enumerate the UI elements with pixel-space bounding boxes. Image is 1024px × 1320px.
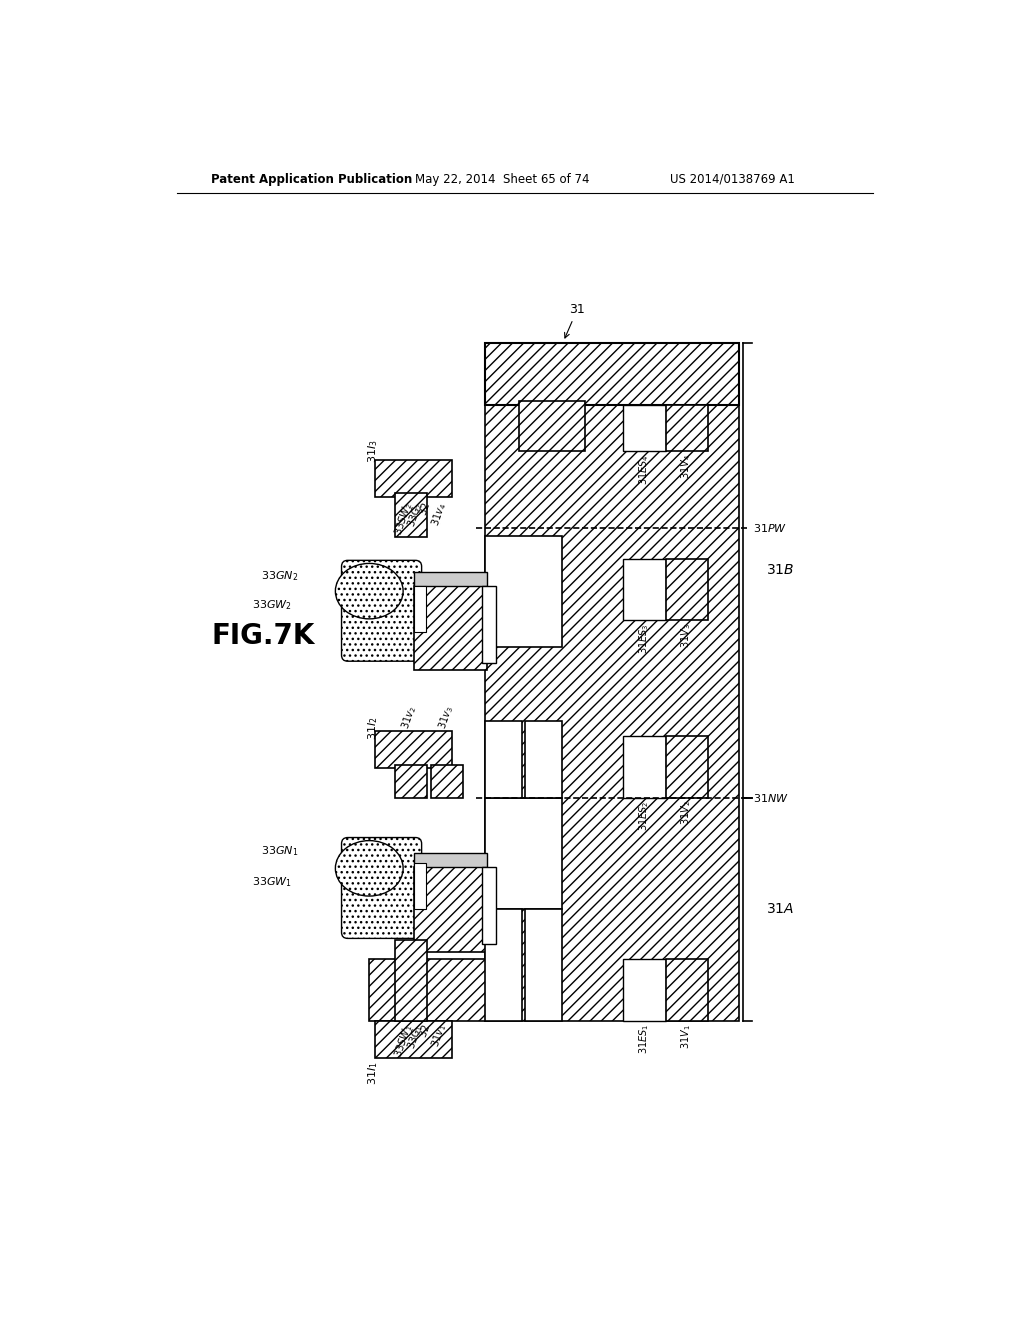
Bar <box>624 737 666 797</box>
Text: $31ES_2$: $31ES_2$ <box>637 800 651 830</box>
Text: $31v_3$: $31v_3$ <box>435 705 456 731</box>
Bar <box>624 405 666 451</box>
Text: $31B$: $31B$ <box>766 564 795 577</box>
Bar <box>376 731 453 768</box>
Bar <box>414 863 426 909</box>
Bar <box>394 492 427 537</box>
Bar <box>431 766 463 797</box>
Text: $33GW_2$: $33GW_2$ <box>252 598 292 612</box>
Text: $33SW_1$: $33SW_1$ <box>392 1022 416 1059</box>
Ellipse shape <box>336 564 403 619</box>
Text: $32$: $32$ <box>417 500 432 516</box>
Bar <box>484 721 521 797</box>
Bar <box>370 960 488 1020</box>
Text: $31v_2$: $31v_2$ <box>398 705 419 731</box>
Bar <box>484 351 739 1020</box>
Bar <box>484 343 739 405</box>
Text: $33GW_1$: $33GW_1$ <box>252 875 292 890</box>
Text: $33G_2$: $33G_2$ <box>404 500 426 529</box>
Bar <box>414 867 487 952</box>
Text: $33G_1$: $33G_1$ <box>404 1022 426 1051</box>
Text: 31: 31 <box>564 304 585 338</box>
Text: $31V_2$: $31V_2$ <box>680 800 693 825</box>
Bar <box>666 558 708 620</box>
Text: $31NW$: $31NW$ <box>753 792 788 804</box>
Bar <box>376 461 453 498</box>
Text: $33GN_1$: $33GN_1$ <box>261 845 298 858</box>
Bar <box>666 960 708 1020</box>
Text: $31ES_4$: $31ES_4$ <box>637 454 651 484</box>
Text: $31CH_1$: $31CH_1$ <box>497 846 530 859</box>
Bar <box>484 909 521 1020</box>
Text: $31A$: $31A$ <box>766 902 794 916</box>
Text: $31CH_2$: $31CH_2$ <box>497 585 530 598</box>
Text: $31I_1$: $31I_1$ <box>367 1061 380 1085</box>
Bar <box>524 909 562 1020</box>
Bar <box>666 405 708 451</box>
Bar <box>484 797 562 909</box>
Text: $31PW$: $31PW$ <box>753 521 786 535</box>
Bar <box>376 1020 453 1057</box>
Text: $32$: $32$ <box>417 1022 432 1039</box>
Text: Patent Application Publication: Patent Application Publication <box>211 173 413 186</box>
Bar <box>414 586 426 632</box>
Bar <box>484 536 562 647</box>
Bar <box>666 737 708 797</box>
Text: $33SW_2$: $33SW_2$ <box>392 500 416 537</box>
Bar <box>482 867 497 944</box>
Bar <box>414 572 487 586</box>
Ellipse shape <box>336 841 403 896</box>
Text: US 2014/0138769 A1: US 2014/0138769 A1 <box>670 173 795 186</box>
Bar <box>394 940 427 1020</box>
Bar <box>414 853 487 867</box>
FancyBboxPatch shape <box>342 838 422 939</box>
Text: $33GN_2$: $33GN_2$ <box>261 569 298 582</box>
Text: $31V_1$: $31V_1$ <box>680 1024 693 1048</box>
Bar <box>394 766 427 797</box>
Bar <box>624 960 666 1020</box>
Text: $31ES_1$: $31ES_1$ <box>637 1024 651 1055</box>
Text: $31ES_3$: $31ES_3$ <box>637 623 651 653</box>
Text: $31V_4$: $31V_4$ <box>680 454 693 479</box>
Text: $31I_3$: $31I_3$ <box>367 440 380 463</box>
Bar <box>524 721 562 797</box>
Text: $31v_1$: $31v_1$ <box>429 1022 450 1049</box>
Bar <box>519 401 585 451</box>
Text: $31I_2$: $31I_2$ <box>367 717 380 741</box>
Text: $31V_3$: $31V_3$ <box>680 623 693 648</box>
Bar <box>482 586 497 663</box>
Bar <box>624 558 666 620</box>
Text: $31v_4$: $31v_4$ <box>429 500 450 528</box>
Bar <box>414 586 487 671</box>
FancyBboxPatch shape <box>342 561 422 661</box>
Text: May 22, 2014  Sheet 65 of 74: May 22, 2014 Sheet 65 of 74 <box>416 173 590 186</box>
Text: FIG.7K: FIG.7K <box>211 622 314 649</box>
